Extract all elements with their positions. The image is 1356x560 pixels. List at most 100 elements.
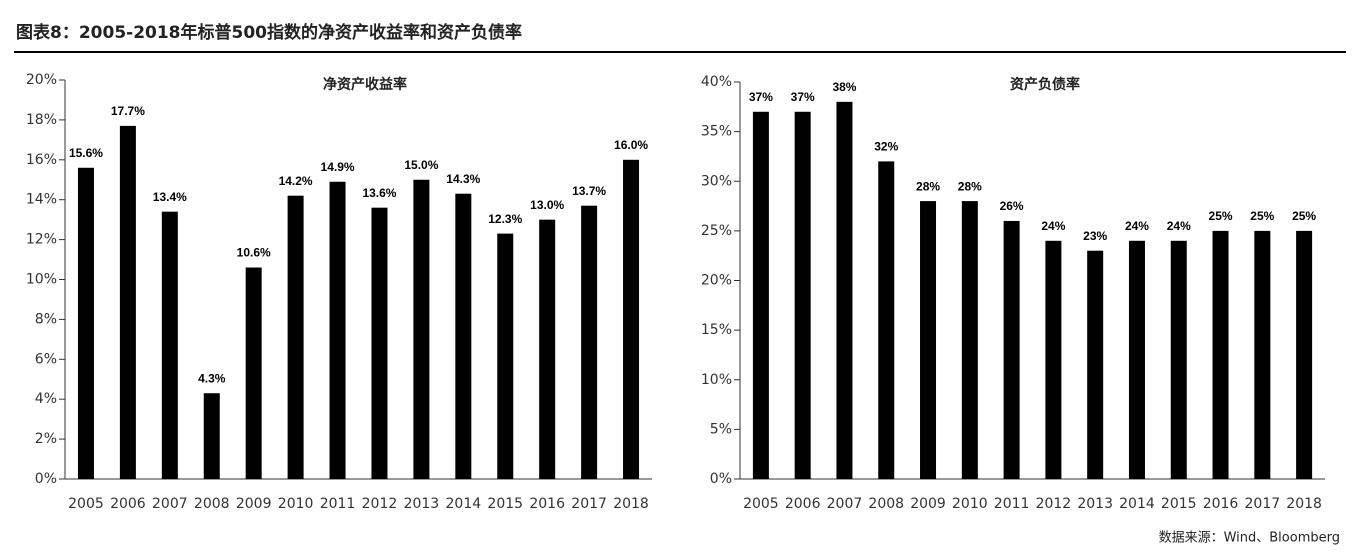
bar xyxy=(752,111,769,480)
bar xyxy=(794,111,811,480)
y-tick-label: 15% xyxy=(701,322,732,338)
bar xyxy=(1212,230,1229,479)
value-label: 13.7% xyxy=(572,184,606,198)
y-tick-label: 30% xyxy=(701,173,732,189)
chart-title: 资产负债率 xyxy=(1010,76,1080,93)
bar xyxy=(1087,250,1104,479)
bar xyxy=(1254,230,1271,479)
x-tick-label: 2012 xyxy=(1036,496,1072,512)
value-label: 37% xyxy=(791,90,815,104)
bar xyxy=(245,267,262,479)
value-label: 10.6% xyxy=(237,246,271,260)
y-tick-label: 4% xyxy=(35,391,57,407)
x-tick-label: 2018 xyxy=(1286,496,1322,512)
x-tick-label: 2009 xyxy=(236,496,272,512)
x-tick-label: 2008 xyxy=(194,496,230,512)
bar xyxy=(539,219,556,479)
y-tick-label: 10% xyxy=(701,372,732,388)
bar xyxy=(961,201,978,479)
x-tick-label: 2008 xyxy=(868,496,904,512)
value-label: 24% xyxy=(1041,219,1065,233)
value-label: 15.0% xyxy=(404,158,438,172)
y-tick-label: 2% xyxy=(35,431,57,447)
bar xyxy=(329,181,346,479)
value-label: 16.0% xyxy=(614,138,648,152)
value-label: 13.4% xyxy=(153,190,187,204)
x-tick-label: 2005 xyxy=(68,496,104,512)
x-tick-label: 2009 xyxy=(910,496,946,512)
x-tick-label: 2011 xyxy=(320,496,356,512)
y-tick-label: 8% xyxy=(35,311,57,327)
bar xyxy=(497,233,514,479)
bar xyxy=(1296,230,1313,479)
value-label: 12.3% xyxy=(488,212,522,226)
y-tick-label: 0% xyxy=(710,471,732,487)
value-label: 13.0% xyxy=(530,198,564,212)
bar xyxy=(1128,240,1145,479)
y-tick-label: 14% xyxy=(26,192,57,208)
bar xyxy=(1170,240,1187,479)
y-tick-label: 12% xyxy=(26,232,57,248)
value-label: 28% xyxy=(916,179,940,193)
y-tick-label: 40% xyxy=(701,74,732,90)
value-label: 26% xyxy=(1000,199,1024,213)
bar xyxy=(920,201,937,479)
bar xyxy=(623,159,640,480)
x-tick-label: 2017 xyxy=(1245,496,1281,512)
bar xyxy=(203,393,220,479)
value-label: 28% xyxy=(958,179,982,193)
value-label: 14.2% xyxy=(279,174,313,188)
x-tick-label: 2016 xyxy=(529,496,565,512)
y-tick-label: 0% xyxy=(35,471,57,487)
x-tick-label: 2006 xyxy=(785,496,821,512)
value-label: 23% xyxy=(1083,229,1107,243)
bar xyxy=(371,207,388,479)
bar xyxy=(287,195,304,479)
bar xyxy=(161,211,178,480)
y-tick-label: 20% xyxy=(701,273,732,289)
y-tick-label: 10% xyxy=(26,272,57,288)
x-tick-label: 2012 xyxy=(362,496,398,512)
bar xyxy=(1045,240,1062,479)
value-label: 17.7% xyxy=(111,104,145,118)
source: 数据来源：Wind、Bloomberg xyxy=(1159,531,1340,546)
value-label: 32% xyxy=(874,140,898,154)
value-label: 13.6% xyxy=(362,186,396,200)
value-label: 14.9% xyxy=(321,160,355,174)
x-tick-label: 2010 xyxy=(278,496,314,512)
bar xyxy=(77,167,94,479)
bar xyxy=(1003,220,1020,479)
bar xyxy=(878,161,895,479)
value-label: 4.3% xyxy=(198,371,226,385)
value-label: 25% xyxy=(1209,209,1233,223)
bar xyxy=(119,125,136,479)
x-tick-label: 2015 xyxy=(487,496,523,512)
value-label: 24% xyxy=(1125,219,1149,233)
x-tick-label: 2010 xyxy=(952,496,988,512)
x-tick-label: 2011 xyxy=(994,496,1030,512)
x-tick-label: 2018 xyxy=(613,496,649,512)
figure-title: 图表8：2005-2018年标普500指数的净资产收益率和资产负债率 xyxy=(16,22,522,43)
x-tick-label: 2015 xyxy=(1161,496,1197,512)
value-label: 25% xyxy=(1250,209,1274,223)
value-label: 14.3% xyxy=(446,172,480,186)
x-tick-label: 2014 xyxy=(446,496,482,512)
x-tick-label: 2007 xyxy=(152,496,188,512)
chart-title: 净资产收益率 xyxy=(323,76,407,93)
y-tick-label: 6% xyxy=(35,351,57,367)
value-label: 25% xyxy=(1292,209,1316,223)
value-label: 24% xyxy=(1167,219,1191,233)
y-tick-label: 16% xyxy=(26,152,57,168)
value-label: 38% xyxy=(832,80,856,94)
x-tick-label: 2016 xyxy=(1203,496,1239,512)
y-tick-label: 25% xyxy=(701,223,732,239)
x-tick-label: 2007 xyxy=(827,496,863,512)
y-tick-label: 35% xyxy=(701,124,732,140)
x-tick-label: 2013 xyxy=(1077,496,1113,512)
y-tick-label: 5% xyxy=(710,421,732,437)
bar xyxy=(581,205,598,479)
x-tick-label: 2017 xyxy=(571,496,607,512)
value-label: 15.6% xyxy=(69,146,103,160)
y-tick-label: 20% xyxy=(26,72,57,88)
